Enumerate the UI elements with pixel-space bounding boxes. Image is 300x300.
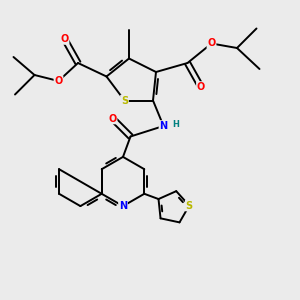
Text: N: N (119, 201, 127, 211)
Text: N: N (159, 121, 168, 131)
Text: S: S (121, 95, 128, 106)
Text: O: O (60, 34, 69, 44)
Text: O: O (197, 82, 205, 92)
Text: O: O (207, 38, 216, 49)
Text: S: S (186, 201, 193, 211)
Text: O: O (108, 113, 117, 124)
Text: O: O (54, 76, 63, 86)
Text: H: H (172, 120, 179, 129)
